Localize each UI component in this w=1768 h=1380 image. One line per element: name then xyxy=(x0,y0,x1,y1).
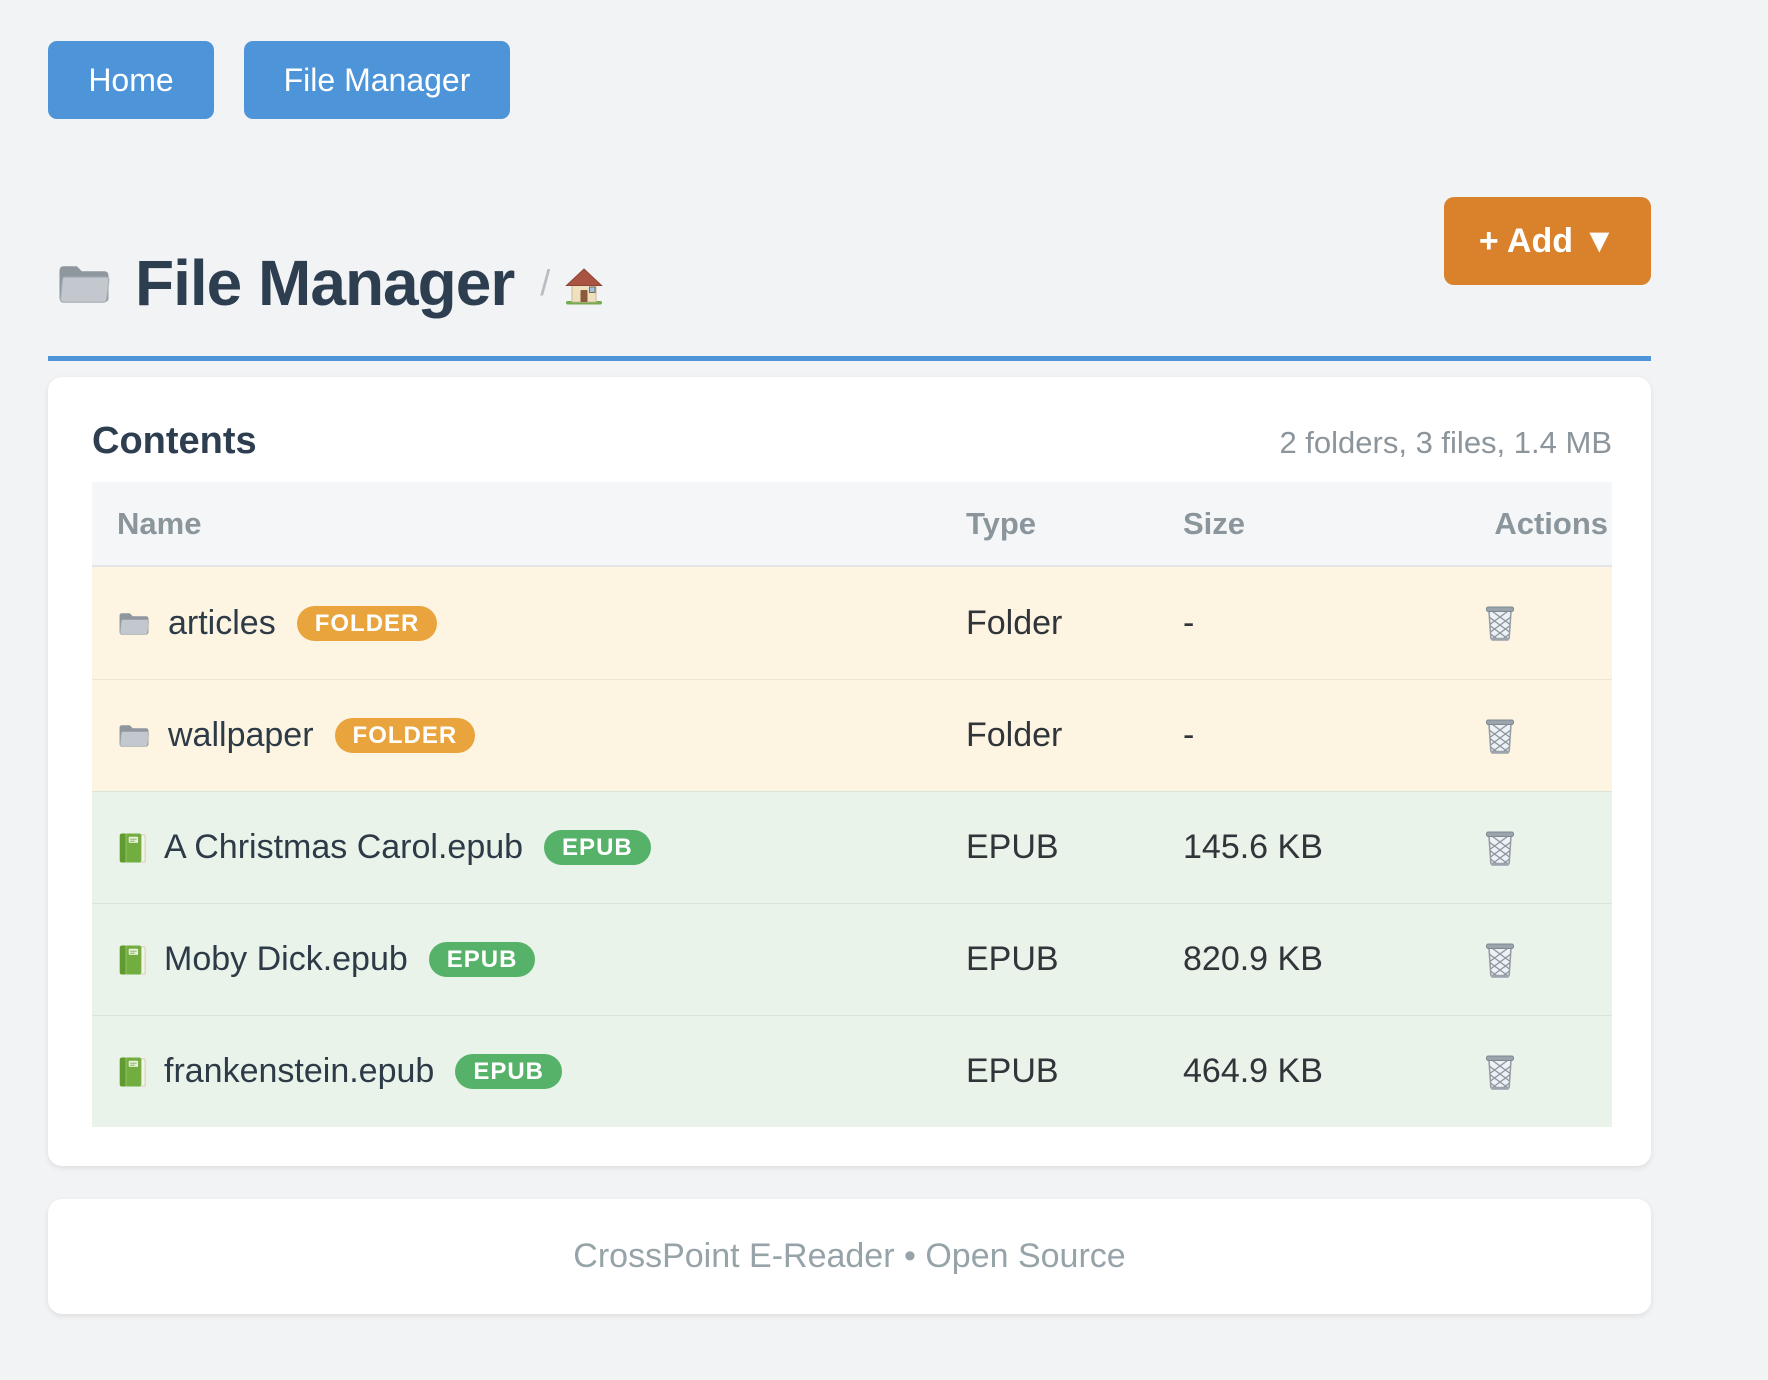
trash-icon xyxy=(1483,603,1517,643)
page: Home File Manager File Manager / + Add ▼… xyxy=(48,0,1651,1314)
size-cell: - xyxy=(1183,716,1195,754)
delete-button[interactable] xyxy=(1483,716,1517,756)
actions-cell xyxy=(1466,1052,1612,1092)
title-divider xyxy=(48,356,1651,361)
breadcrumb-separator: / xyxy=(540,262,551,303)
green-book-icon xyxy=(119,944,146,975)
type-cell: Folder xyxy=(966,716,1063,754)
top-nav: Home File Manager xyxy=(48,41,1651,119)
actions-cell xyxy=(1466,828,1612,868)
green-book-icon xyxy=(119,1056,146,1087)
folder-name-link[interactable]: articles xyxy=(168,603,276,642)
column-header-name: Name xyxy=(117,505,202,541)
contents-summary: 2 folders, 3 files, 1.4 MB xyxy=(1279,425,1612,460)
contents-header: Contents 2 folders, 3 files, 1.4 MB xyxy=(92,421,1612,461)
name-cell: Moby Dick.epub EPUB xyxy=(92,940,966,979)
actions-cell xyxy=(1466,940,1612,980)
delete-button[interactable] xyxy=(1483,1052,1517,1092)
name-cell: articles FOLDER xyxy=(92,604,966,643)
footer: CrossPoint E-Reader • Open Source xyxy=(48,1199,1651,1314)
epub-badge: EPUB xyxy=(428,942,536,977)
folder-badge: FOLDER xyxy=(296,605,438,641)
green-book-icon xyxy=(119,832,146,863)
footer-text: CrossPoint E-Reader • Open Source xyxy=(573,1237,1126,1275)
file-manager-button[interactable]: File Manager xyxy=(244,41,510,119)
file-table: Name Type Size Actions articles FOLDER F… xyxy=(92,482,1612,1127)
delete-button[interactable] xyxy=(1483,828,1517,868)
size-cell: - xyxy=(1183,603,1195,642)
epub-badge: EPUB xyxy=(544,830,651,865)
type-cell: EPUB xyxy=(966,1052,1059,1090)
name-cell: A Christmas Carol.epub EPUB xyxy=(92,828,966,867)
actions-cell xyxy=(1466,603,1612,643)
size-cell: 820.9 KB xyxy=(1183,940,1323,978)
file-name-link[interactable]: frankenstein.epub xyxy=(164,1052,435,1090)
trash-icon xyxy=(1483,1052,1517,1092)
folder-name-link[interactable]: wallpaper xyxy=(168,716,314,754)
page-header: File Manager / + Add ▼ xyxy=(48,197,1651,320)
delete-button[interactable] xyxy=(1483,603,1517,643)
type-cell: EPUB xyxy=(966,828,1059,866)
column-header-actions: Actions xyxy=(1494,505,1608,541)
trash-icon xyxy=(1483,940,1517,980)
table-row: articles FOLDER Folder - xyxy=(92,567,1612,679)
file-name-link[interactable]: A Christmas Carol.epub xyxy=(164,828,524,866)
folder-icon xyxy=(119,724,149,747)
trash-icon xyxy=(1483,716,1517,756)
folder-icon xyxy=(119,612,149,635)
table-row: Moby Dick.epub EPUB EPUB 820.9 KB xyxy=(92,903,1612,1015)
table-row: wallpaper FOLDER Folder - xyxy=(92,679,1612,791)
trash-icon xyxy=(1483,828,1517,868)
folder-badge: FOLDER xyxy=(334,718,476,753)
home-button[interactable]: Home xyxy=(48,41,214,119)
table-row: frankenstein.epub EPUB EPUB 464.9 KB xyxy=(92,1015,1612,1127)
file-name-link[interactable]: Moby Dick.epub xyxy=(164,940,408,978)
table-row: A Christmas Carol.epub EPUB EPUB 145.6 K… xyxy=(92,791,1612,903)
contents-heading: Contents xyxy=(92,420,257,462)
delete-button[interactable] xyxy=(1483,940,1517,980)
contents-card: Contents 2 folders, 3 files, 1.4 MB Name… xyxy=(48,377,1651,1166)
actions-cell xyxy=(1466,716,1612,756)
type-cell: Folder xyxy=(966,603,1063,642)
size-cell: 464.9 KB xyxy=(1183,1052,1323,1090)
name-cell: wallpaper FOLDER xyxy=(92,716,966,755)
page-title: File Manager xyxy=(135,247,515,319)
column-header-type: Type xyxy=(966,505,1037,541)
home-icon[interactable] xyxy=(564,266,604,306)
add-button[interactable]: + Add ▼ xyxy=(1444,197,1651,285)
name-cell: frankenstein.epub EPUB xyxy=(92,1052,966,1091)
size-cell: 145.6 KB xyxy=(1183,828,1323,866)
title-group: File Manager / xyxy=(48,246,604,320)
epub-badge: EPUB xyxy=(455,1054,562,1089)
folder-icon xyxy=(58,265,110,303)
type-cell: EPUB xyxy=(966,940,1059,978)
column-header-size: Size xyxy=(1183,505,1246,541)
table-header-row: Name Type Size Actions xyxy=(92,482,1612,567)
